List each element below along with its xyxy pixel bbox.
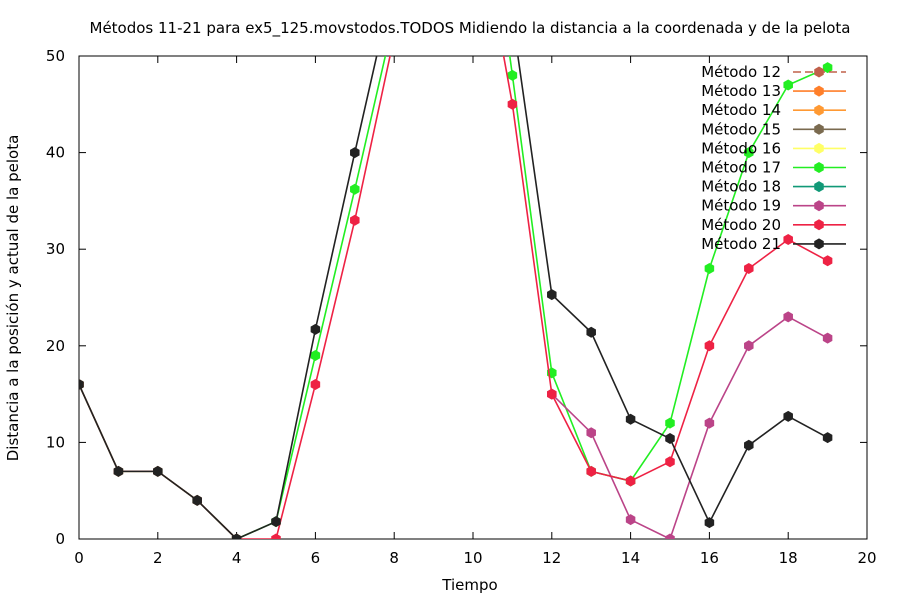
x-tick-label: 2 [153, 549, 163, 567]
data-point [271, 533, 281, 539]
legend-label: Método 12 [701, 63, 781, 81]
y-tick-label: 0 [55, 530, 65, 548]
data-point [350, 214, 360, 226]
legend-swatch-marker [814, 123, 824, 135]
data-point [665, 433, 675, 445]
data-point [310, 349, 321, 361]
data-point [79, 378, 84, 390]
legend-label: Método 19 [701, 197, 781, 215]
legend-label: Método 17 [701, 159, 781, 177]
data-point [665, 456, 675, 468]
data-point [350, 183, 360, 195]
data-point [704, 263, 715, 275]
legend-label: Método 16 [701, 139, 781, 157]
chart-title: Métodos 11-21 para ex5_125.movstodos.TOD… [90, 19, 851, 38]
legend-swatch-marker [814, 85, 824, 97]
x-tick-label: 4 [232, 549, 242, 567]
y-tick-label: 30 [46, 240, 65, 258]
legend-swatch-marker [814, 162, 824, 173]
data-point [744, 147, 754, 159]
data-point [704, 517, 715, 529]
x-tick-label: 8 [389, 549, 399, 567]
data-point [783, 410, 793, 422]
data-point [547, 388, 557, 400]
y-tick-label: 50 [46, 47, 65, 65]
data-point [231, 533, 242, 539]
x-tick-label: 12 [542, 549, 561, 567]
axis-ticks: 0 2 4 6 8 10 12 14 16 18 20 0 10 20 30 40 50 [46, 47, 877, 567]
legend-swatch-marker [814, 142, 824, 154]
data-point [704, 340, 715, 352]
data-point [271, 516, 281, 528]
legend-label: Método 15 [701, 120, 781, 138]
legend-label: Método 18 [701, 178, 781, 196]
data-point [822, 432, 833, 444]
data-point [586, 326, 596, 338]
x-tick-label: 20 [857, 549, 876, 567]
data-point [547, 289, 557, 301]
x-tick-label: 6 [311, 549, 321, 567]
data-point [625, 514, 636, 526]
data-point [310, 378, 321, 390]
data-point [586, 427, 596, 439]
data-point [822, 255, 833, 267]
data-point [704, 417, 715, 429]
x-tick-label: 16 [700, 549, 719, 567]
data-point [783, 311, 793, 323]
data-point [744, 439, 754, 451]
y-tick-label: 10 [46, 433, 65, 451]
data-point [507, 98, 518, 110]
legend-swatch-marker [814, 104, 824, 116]
data-point [625, 413, 636, 425]
data-point [192, 494, 202, 506]
x-tick-label: 0 [74, 549, 84, 567]
y-tick-label: 20 [46, 337, 65, 355]
series-line [551, 315, 828, 539]
data-point [783, 234, 793, 246]
series-layer [79, 56, 833, 539]
legend-label: Método 14 [701, 101, 781, 119]
data-point [665, 417, 675, 429]
x-axis-label: Tiempo [441, 576, 497, 594]
legend-label: Método 21 [701, 235, 781, 253]
x-tick-label: 14 [621, 549, 640, 567]
data-point [625, 475, 636, 487]
legend-swatch-marker [814, 238, 824, 250]
y-tick-label: 40 [46, 144, 65, 162]
y-axis-label: Distancia a la posición y actual de la p… [4, 135, 22, 462]
data-point [822, 332, 833, 344]
data-point [310, 323, 321, 335]
data-point [744, 340, 754, 352]
data-point [153, 465, 163, 477]
data-point [822, 62, 833, 74]
data-point [744, 263, 754, 275]
data-point [113, 465, 124, 477]
data-point [350, 147, 360, 159]
legend-swatch-marker [814, 66, 824, 78]
legend-swatch-marker [814, 181, 824, 193]
legend-label: Método 13 [701, 82, 781, 100]
x-tick-label: 18 [779, 549, 798, 567]
legend-swatch-marker [814, 200, 824, 212]
data-point [783, 79, 793, 91]
data-point [586, 465, 596, 477]
data-point [665, 533, 675, 539]
x-tick-label: 10 [463, 549, 482, 567]
series-10 [79, 56, 833, 539]
legend-label: Método 20 [701, 216, 781, 234]
legend-swatch-marker [814, 219, 824, 231]
data-point [507, 69, 518, 81]
